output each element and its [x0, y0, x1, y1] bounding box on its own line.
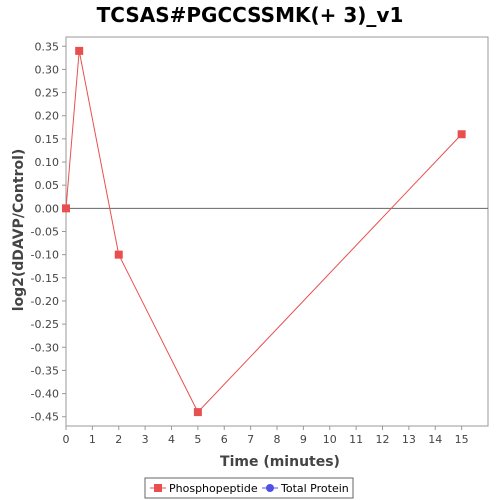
- x-tick-label: 3: [142, 433, 149, 446]
- x-tick-label: 7: [247, 433, 254, 446]
- x-axis-label: Time (minutes): [220, 454, 340, 470]
- y-tick-label: 0.20: [35, 110, 60, 123]
- data-point: [114, 250, 123, 259]
- plot-area: [65, 36, 489, 427]
- y-tick-label: 0.25: [35, 87, 60, 100]
- y-tick-label: -0.05: [31, 226, 59, 239]
- legend-box: [144, 477, 354, 499]
- legend-marker-total-protein: [266, 484, 274, 492]
- x-tick-label: 13: [402, 433, 416, 446]
- legend-label-total-protein: Total Protein: [280, 482, 349, 495]
- y-tick-label: -0.30: [31, 341, 59, 354]
- x-tick-label: 5: [194, 433, 201, 446]
- y-tick-label: 0.35: [35, 40, 60, 53]
- data-point: [193, 408, 202, 417]
- x-tick-label: 9: [300, 433, 307, 446]
- legend-marker-phosphopeptide: [154, 484, 162, 492]
- data-point: [75, 46, 84, 55]
- y-tick-label: -0.25: [31, 318, 59, 331]
- plot-frame: [65, 36, 489, 427]
- x-tick-label: 12: [376, 433, 390, 446]
- x-tick-label: 15: [455, 433, 469, 446]
- y-tick-label: -0.15: [31, 272, 59, 285]
- y-tick-label: 0.05: [35, 179, 60, 192]
- data-point: [62, 204, 70, 213]
- data-point: [457, 130, 466, 139]
- x-tick-label: 2: [115, 433, 122, 446]
- y-tick-label: -0.35: [31, 364, 59, 377]
- y-tick-label: 0.10: [35, 156, 60, 169]
- y-tick-label: -0.40: [31, 388, 59, 401]
- x-tick-label: 8: [274, 433, 281, 446]
- y-tick-label: -0.45: [31, 411, 59, 424]
- x-tick-label: 10: [323, 433, 337, 446]
- x-tick-label: 6: [221, 433, 228, 446]
- x-tick-label: 11: [349, 433, 363, 446]
- legend-label-phosphopeptide: Phosphopeptide: [169, 482, 258, 495]
- chart-title: TCSAS#PGCCSSMK(+ 3)_v1: [97, 3, 404, 27]
- y-axis: 0.35 0.30 0.25 0.20 0.15 0.10 0.05 0.00 -0.05 -0.…: [31, 40, 66, 424]
- y-tick-label: -0.10: [31, 249, 59, 262]
- legend: Phosphopeptide Total Protein: [144, 477, 354, 499]
- y-axis-label: log2(dDAVP/Control): [11, 149, 27, 312]
- y-tick-label: -0.20: [31, 295, 59, 308]
- y-tick-label: 0.15: [35, 133, 60, 146]
- x-tick-label: 14: [428, 433, 442, 446]
- series-layer: [62, 46, 466, 417]
- x-axis: 0 1 2 3 4 5 6 7 8 9 10 11 12 13 14 15: [63, 426, 469, 446]
- y-tick-label: 0.00: [35, 202, 60, 215]
- y-tick-label: 0.30: [35, 63, 60, 76]
- x-tick-label: 4: [168, 433, 175, 446]
- x-tick-label: 1: [89, 433, 96, 446]
- x-tick-label: 0: [63, 433, 70, 446]
